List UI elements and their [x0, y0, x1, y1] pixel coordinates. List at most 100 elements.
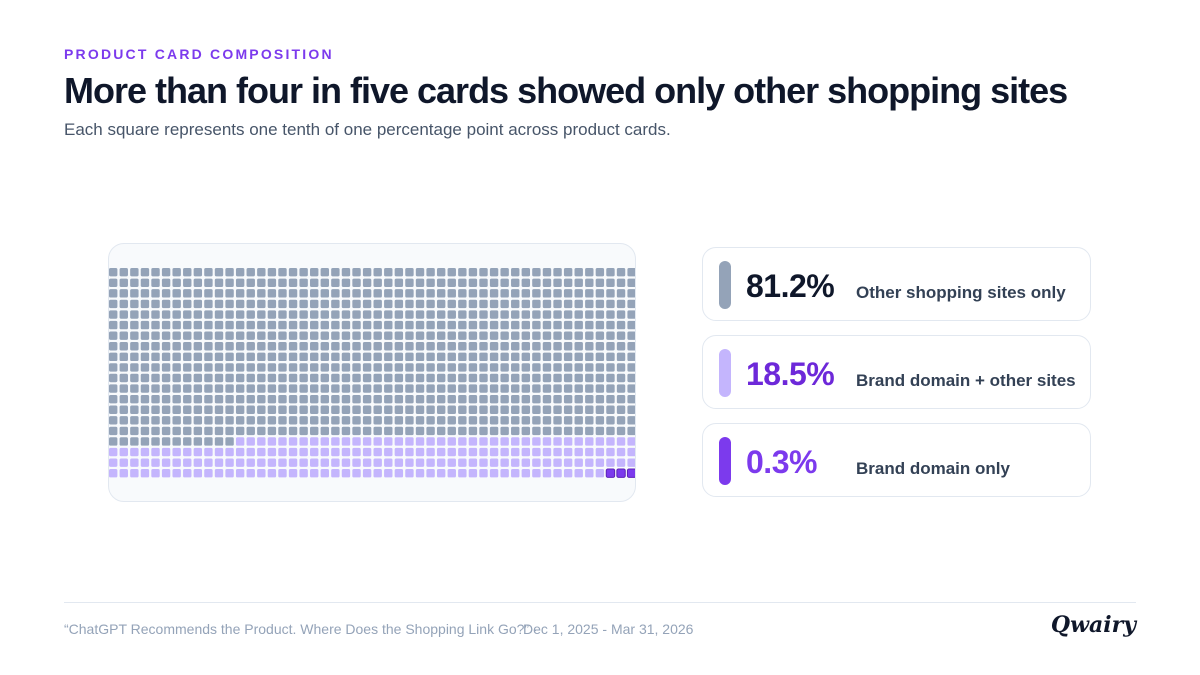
waffle-square	[394, 426, 404, 436]
waffle-square	[341, 289, 351, 298]
waffle-square	[373, 268, 382, 277]
waffle-square	[193, 342, 203, 351]
waffle-square	[204, 394, 213, 404]
waffle-square	[183, 394, 192, 404]
waffle-square	[257, 342, 266, 351]
waffle-square	[119, 373, 128, 383]
waffle-square	[585, 447, 594, 457]
waffle-square	[204, 289, 213, 298]
waffle-square	[204, 384, 213, 393]
waffle-square	[352, 458, 361, 467]
waffle-square	[542, 469, 552, 478]
waffle-square	[310, 394, 319, 404]
waffle-square	[616, 384, 626, 393]
waffle-square	[214, 320, 224, 330]
waffle-square	[362, 447, 372, 457]
waffle-square	[458, 352, 467, 362]
waffle-square	[331, 342, 340, 351]
waffle-square	[511, 320, 520, 330]
waffle-square	[278, 447, 287, 457]
waffle-square	[109, 352, 118, 362]
waffle-square	[246, 342, 255, 351]
waffle-square	[627, 426, 635, 436]
waffle-square	[468, 289, 478, 298]
waffle-square	[627, 416, 635, 425]
waffle-square	[458, 416, 467, 425]
waffle-square	[479, 352, 488, 362]
waffle-square	[585, 320, 594, 330]
waffle-square	[362, 394, 372, 404]
waffle-square	[405, 373, 414, 383]
waffle-square	[172, 278, 181, 287]
waffle-square	[500, 352, 509, 362]
waffle-square	[511, 342, 520, 351]
waffle-square	[479, 342, 488, 351]
waffle-square	[257, 320, 266, 330]
waffle-square	[225, 447, 234, 457]
waffle-square	[267, 469, 277, 478]
waffle-square	[616, 352, 626, 362]
waffle-square	[288, 373, 298, 383]
waffle-square	[310, 405, 319, 414]
waffle-square	[183, 278, 192, 287]
waffle-square	[384, 268, 393, 277]
waffle-square	[225, 352, 234, 362]
waffle-square	[405, 320, 414, 330]
waffle-square	[606, 310, 615, 319]
waffle-square	[542, 299, 552, 309]
waffle-square	[468, 320, 478, 330]
waffle-square	[225, 363, 234, 372]
waffle-square	[310, 373, 319, 383]
waffle-square	[426, 278, 435, 287]
waffle-square	[267, 416, 277, 425]
waffle-square	[278, 310, 287, 319]
waffle-square	[267, 342, 277, 351]
waffle-square	[214, 289, 224, 298]
waffle-square	[574, 342, 583, 351]
waffle-square	[310, 437, 319, 446]
waffle-square	[246, 405, 255, 414]
waffle-square	[627, 268, 635, 277]
waffle-square	[521, 405, 531, 414]
waffle-square	[479, 373, 488, 383]
waffle-square	[257, 363, 266, 372]
waffle-square	[109, 458, 118, 467]
waffle-square	[299, 405, 308, 414]
waffle-square	[310, 320, 319, 330]
waffle-square	[447, 469, 456, 478]
waffle-square	[542, 384, 552, 393]
waffle-square	[183, 405, 192, 414]
waffle-square	[204, 416, 213, 425]
waffle-square	[436, 268, 446, 277]
waffle-square	[172, 394, 181, 404]
waffle-square	[235, 437, 245, 446]
waffle-square	[394, 320, 404, 330]
waffle-square	[405, 268, 414, 277]
waffle-square	[595, 394, 605, 404]
waffle-square	[574, 268, 583, 277]
waffle-square	[500, 394, 509, 404]
waffle-square	[521, 394, 531, 404]
waffle-square	[193, 278, 203, 287]
waffle-square	[585, 331, 594, 340]
waffle-square	[606, 384, 615, 393]
waffle-square	[288, 331, 298, 340]
waffle-square	[161, 352, 171, 362]
waffle-square	[151, 394, 160, 404]
waffle-square	[119, 278, 128, 287]
waffle-square	[278, 458, 287, 467]
waffle-square	[373, 289, 382, 298]
waffle-square	[532, 469, 541, 478]
waffle-square	[532, 394, 541, 404]
waffle-square	[521, 437, 531, 446]
waffle-square	[606, 405, 615, 414]
waffle-square	[373, 437, 382, 446]
waffle-square	[140, 447, 150, 457]
waffle-square	[151, 447, 160, 457]
waffle-square	[341, 469, 351, 478]
waffle-square	[299, 310, 308, 319]
waffle-square	[405, 437, 414, 446]
waffle-square	[373, 278, 382, 287]
waffle-square	[585, 405, 594, 414]
waffle-square	[394, 373, 404, 383]
